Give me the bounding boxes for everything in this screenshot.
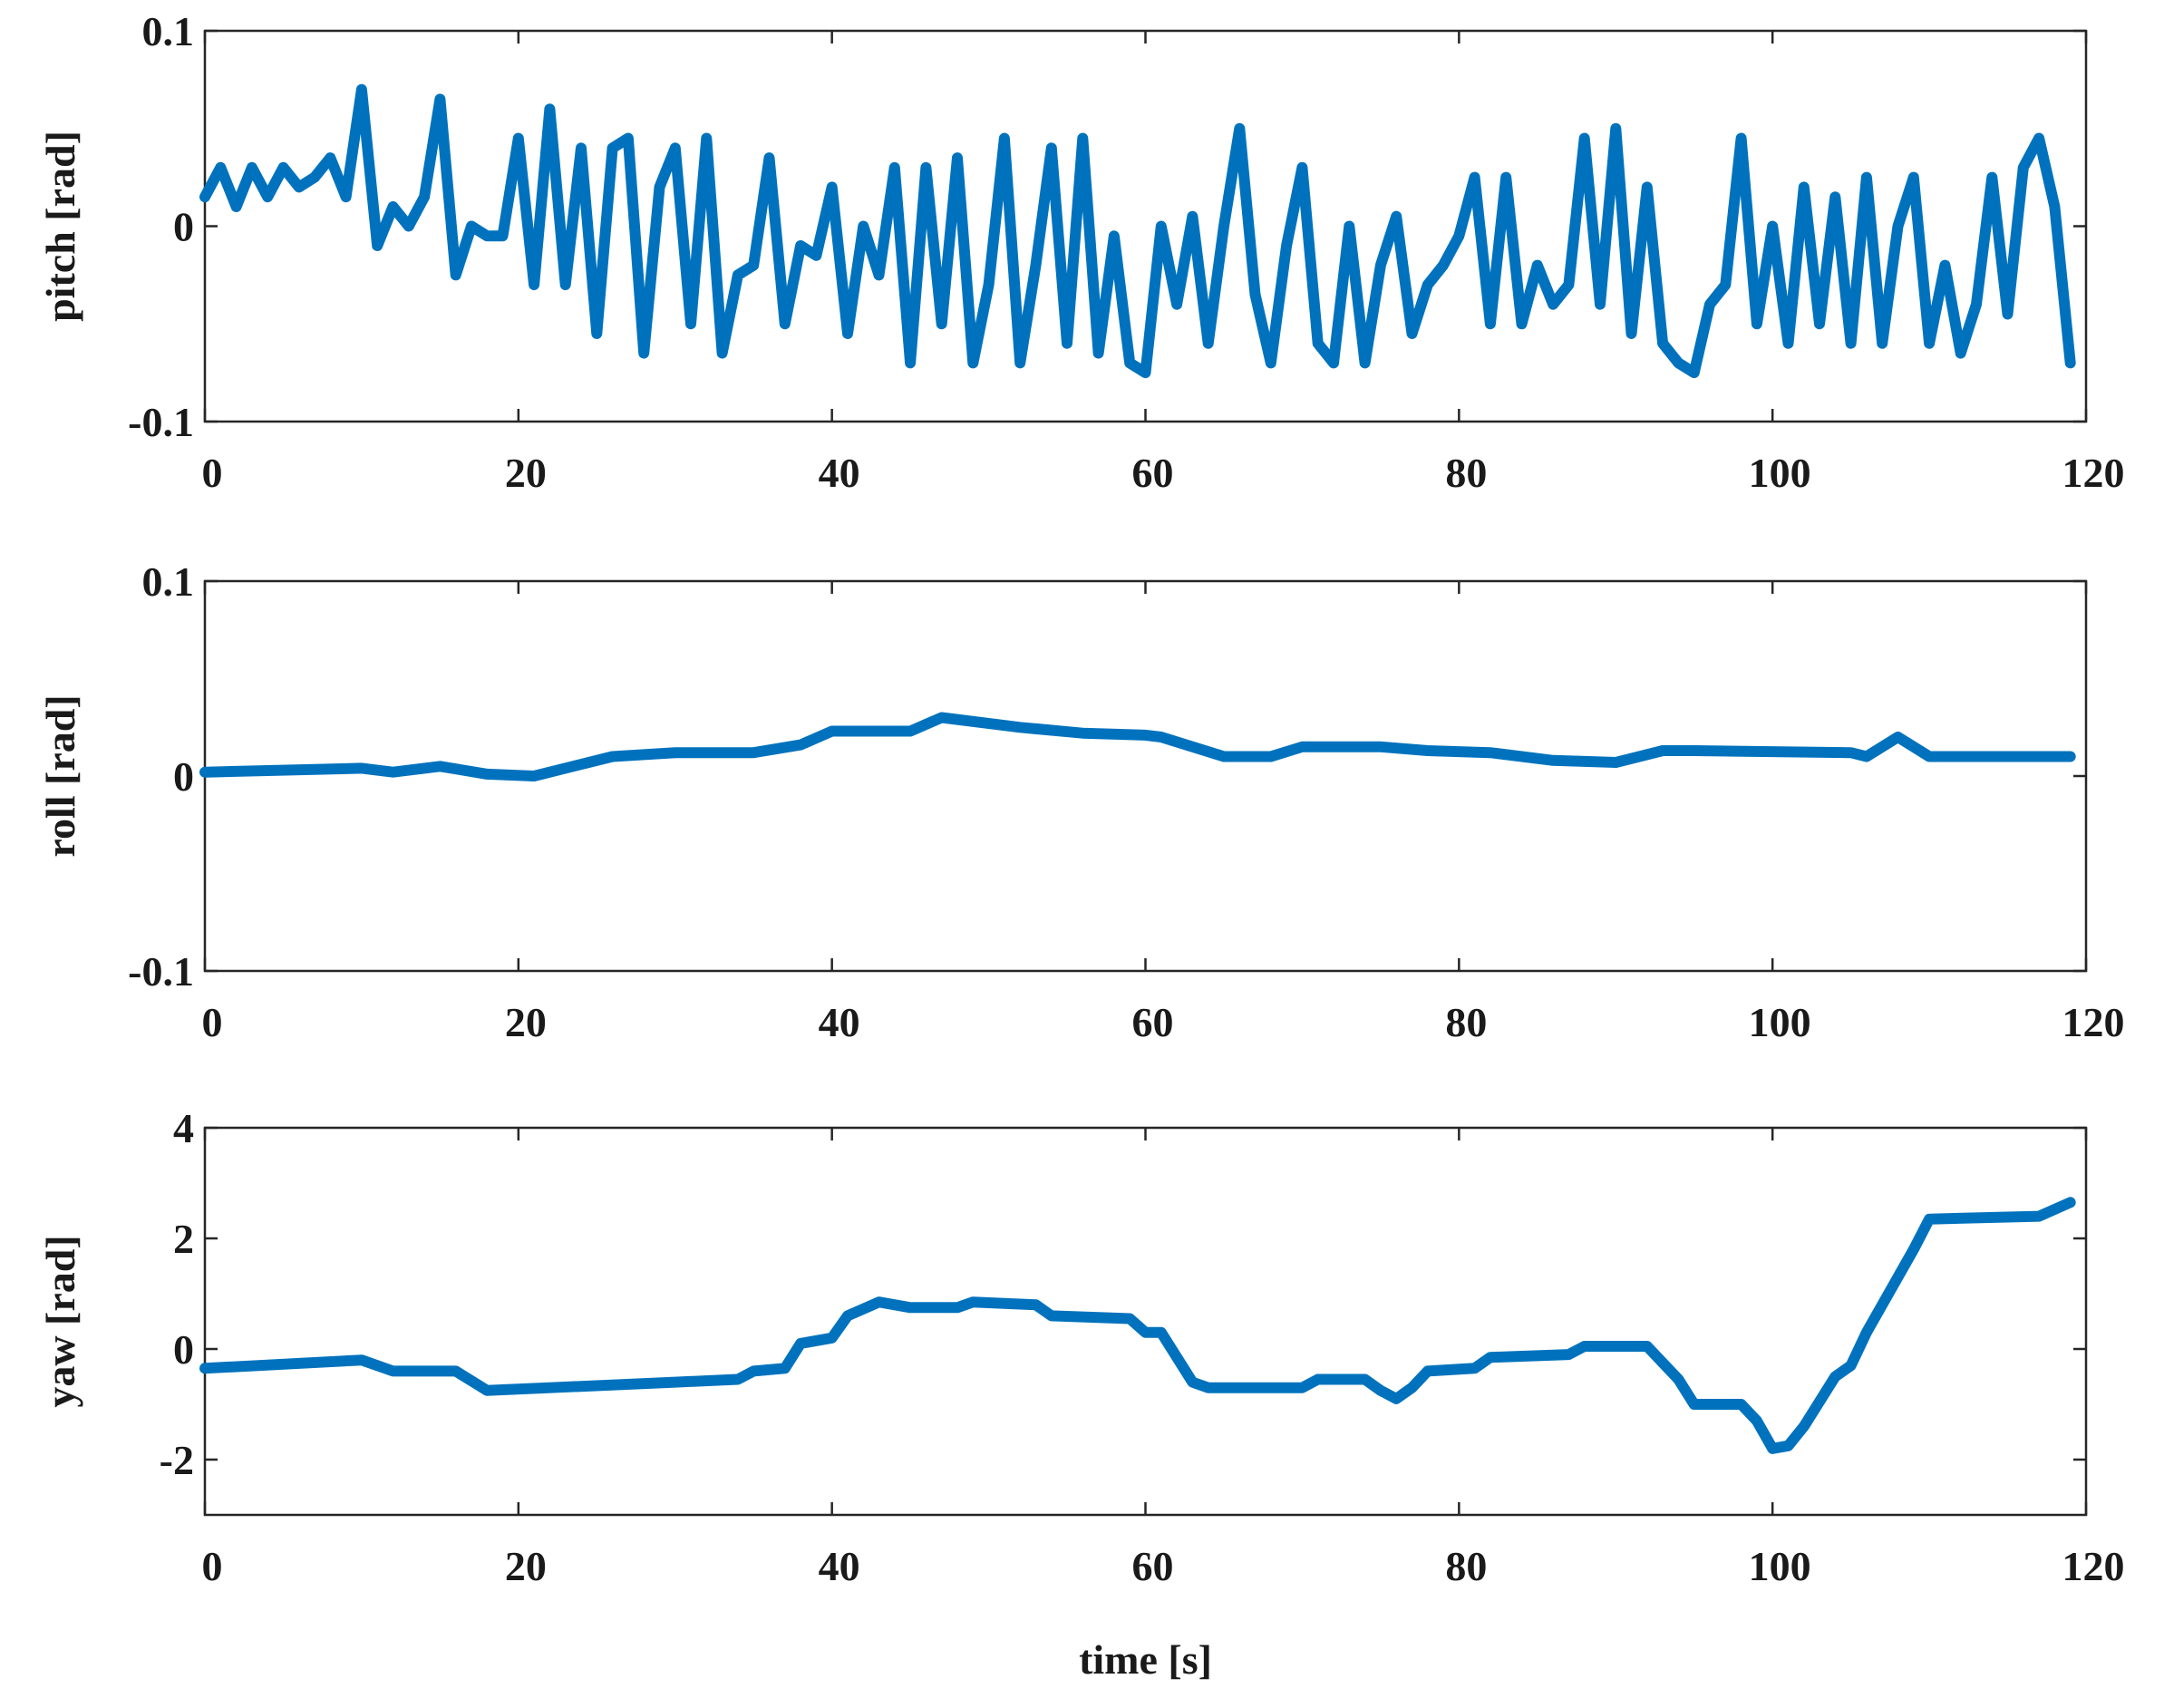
y-tick-label: -2 [160,1437,194,1483]
x-tick-label: 80 [1445,450,1487,496]
x-tick-label: 120 [2062,1543,2125,1589]
x-tick-label: 20 [505,999,547,1045]
x-tick-label: 60 [1132,999,1174,1045]
x-tick-label: 60 [1132,450,1174,496]
y-tick-label: -0.1 [128,948,194,995]
x-tick-label: 80 [1445,999,1487,1045]
x-tick-label: 40 [819,999,860,1045]
y-tick-label: 4 [173,1105,194,1151]
data-line [199,712,2076,781]
x-tick-label: 20 [505,1543,547,1589]
x-tick-label: 0 [202,450,223,496]
data-line [199,83,2076,379]
x-tick-label: 120 [2062,999,2125,1045]
y-tick-label: 0 [173,1326,194,1373]
y-axis-label: roll [rad] [37,694,83,857]
x-tick-label: 40 [819,1543,860,1589]
y-tick-label: 0 [173,204,194,250]
data-line [199,1197,2076,1454]
x-tick-label: 0 [202,999,223,1045]
x-tick-label: 100 [1749,450,1811,496]
x-axis-label: time [s] [1079,1636,1212,1683]
axes-box [203,1126,2088,1517]
y-axis-label: yaw [rad] [37,1235,83,1407]
y-tick-label: 2 [173,1216,194,1262]
x-tick-label: 100 [1749,1543,1811,1589]
x-tick-label: 0 [202,1543,223,1589]
y-tick-label: 0 [173,753,194,800]
y-tick-label: 0.1 [142,558,195,605]
x-tick-label: 80 [1445,1543,1487,1589]
x-tick-label: 120 [2062,450,2125,496]
x-tick-label: 60 [1132,1543,1174,1589]
y-tick-label: 0.1 [142,8,195,54]
x-tick-label: 20 [505,450,547,496]
y-axis-label: pitch [rad] [37,131,83,322]
y-tick-label: -0.1 [128,399,194,445]
x-tick-label: 100 [1749,999,1811,1045]
x-tick-label: 40 [819,450,860,496]
